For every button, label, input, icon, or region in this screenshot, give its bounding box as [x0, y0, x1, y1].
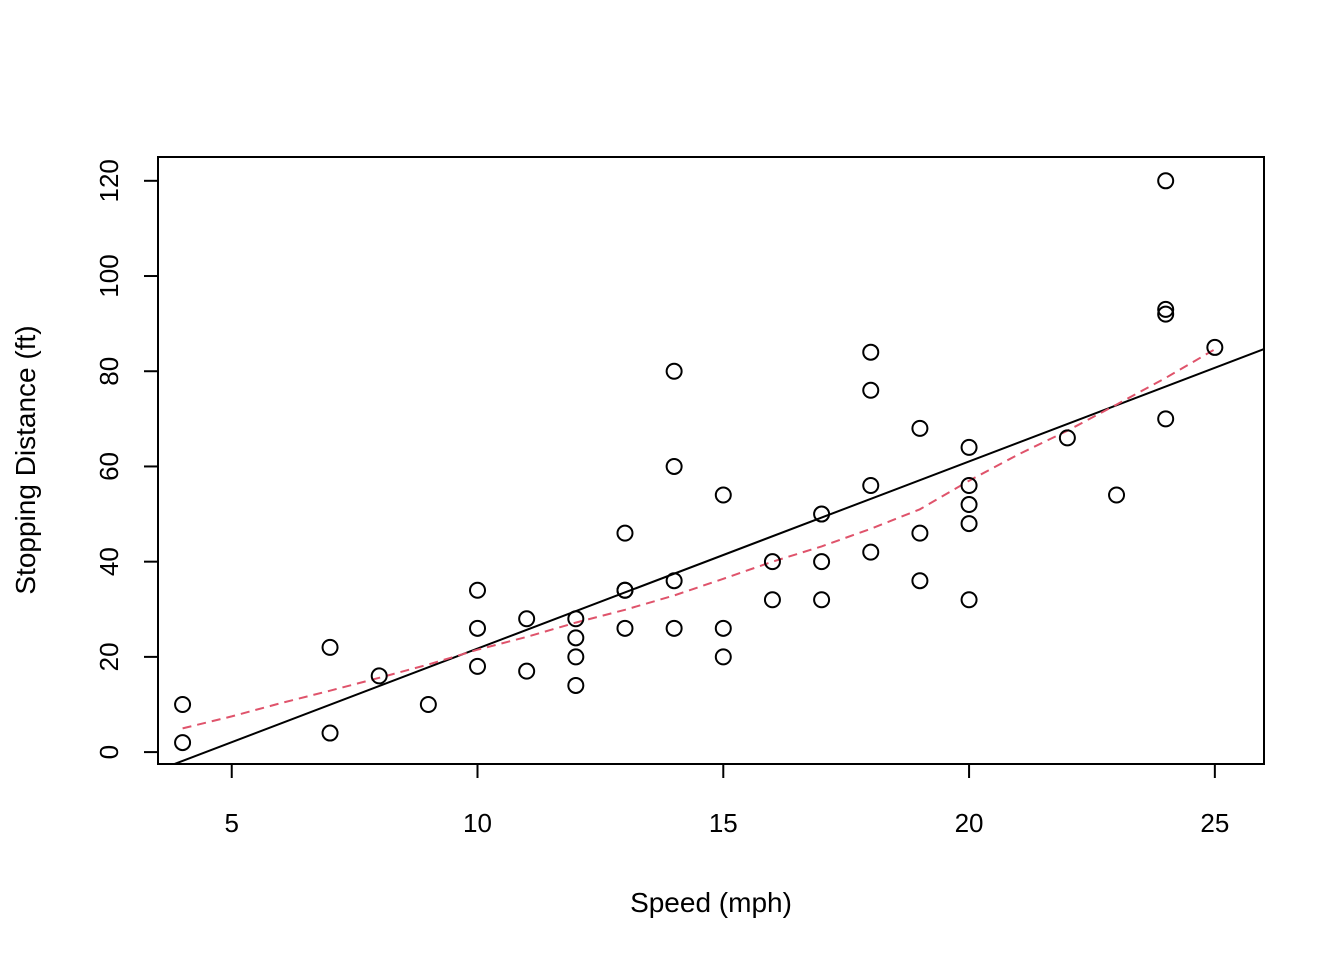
data-point	[567, 610, 585, 628]
x-tick-label: 25	[1200, 808, 1229, 838]
data-point	[714, 648, 732, 666]
data-point	[174, 734, 192, 752]
data-point	[469, 581, 487, 599]
data-point	[862, 381, 880, 399]
data-point	[665, 619, 683, 637]
data-point	[1108, 486, 1126, 504]
regression-line	[171, 348, 1264, 764]
x-axis: 5 10 15 20 25	[224, 763, 1229, 838]
data-point	[518, 662, 536, 680]
data-point	[1058, 429, 1076, 447]
data-point	[714, 486, 732, 504]
smooth-line	[182, 348, 1216, 730]
data-point	[960, 496, 978, 514]
x-tick-label: 20	[955, 808, 984, 838]
data-point	[616, 581, 634, 599]
data-point	[567, 629, 585, 647]
data-point	[419, 695, 437, 713]
x-axis-title: Speed (mph)	[630, 887, 792, 918]
data-point	[1157, 410, 1175, 428]
data-point	[862, 343, 880, 361]
data-point	[321, 638, 339, 656]
y-tick-label: 20	[94, 642, 124, 671]
data-point	[370, 667, 388, 685]
data-point	[813, 591, 831, 609]
y-tick-label: 120	[94, 159, 124, 202]
y-tick-label: 80	[94, 357, 124, 386]
data-point	[469, 657, 487, 675]
data-point	[1157, 172, 1175, 190]
y-axis-title: Stopping Distance (ft)	[10, 325, 41, 594]
data-point	[911, 572, 929, 590]
y-axis: 0 20 40 60 80 100 120	[94, 159, 159, 759]
data-point	[862, 476, 880, 494]
data-point	[616, 524, 634, 542]
data-point	[960, 515, 978, 533]
x-tick-label: 5	[224, 808, 238, 838]
data-point	[665, 457, 683, 475]
data-point	[960, 438, 978, 456]
data-point	[911, 419, 929, 437]
x-tick-label: 10	[463, 808, 492, 838]
data-point	[665, 572, 683, 590]
data-point	[862, 543, 880, 561]
y-tick-label: 40	[94, 547, 124, 576]
fit-lines	[171, 348, 1264, 764]
plot-box	[157, 156, 1265, 765]
data-point	[616, 619, 634, 637]
data-point	[911, 524, 929, 542]
data-point	[813, 553, 831, 571]
data-point	[665, 362, 683, 380]
data-point	[813, 505, 831, 523]
data-point	[1206, 338, 1224, 356]
data-point	[960, 591, 978, 609]
y-tick-label: 60	[94, 452, 124, 481]
x-tick-label: 15	[709, 808, 738, 838]
data-point	[321, 724, 339, 742]
y-tick-label: 100	[94, 254, 124, 297]
y-tick-label: 0	[94, 745, 124, 759]
data-point	[960, 476, 978, 494]
data-point	[567, 676, 585, 694]
data-point	[763, 591, 781, 609]
data-points	[174, 172, 1224, 752]
data-point	[1157, 300, 1175, 318]
data-point	[763, 553, 781, 571]
data-point	[567, 648, 585, 666]
data-point	[174, 695, 192, 713]
data-point	[714, 619, 732, 637]
data-point	[469, 619, 487, 637]
data-point	[1157, 305, 1175, 323]
data-point	[518, 610, 536, 628]
